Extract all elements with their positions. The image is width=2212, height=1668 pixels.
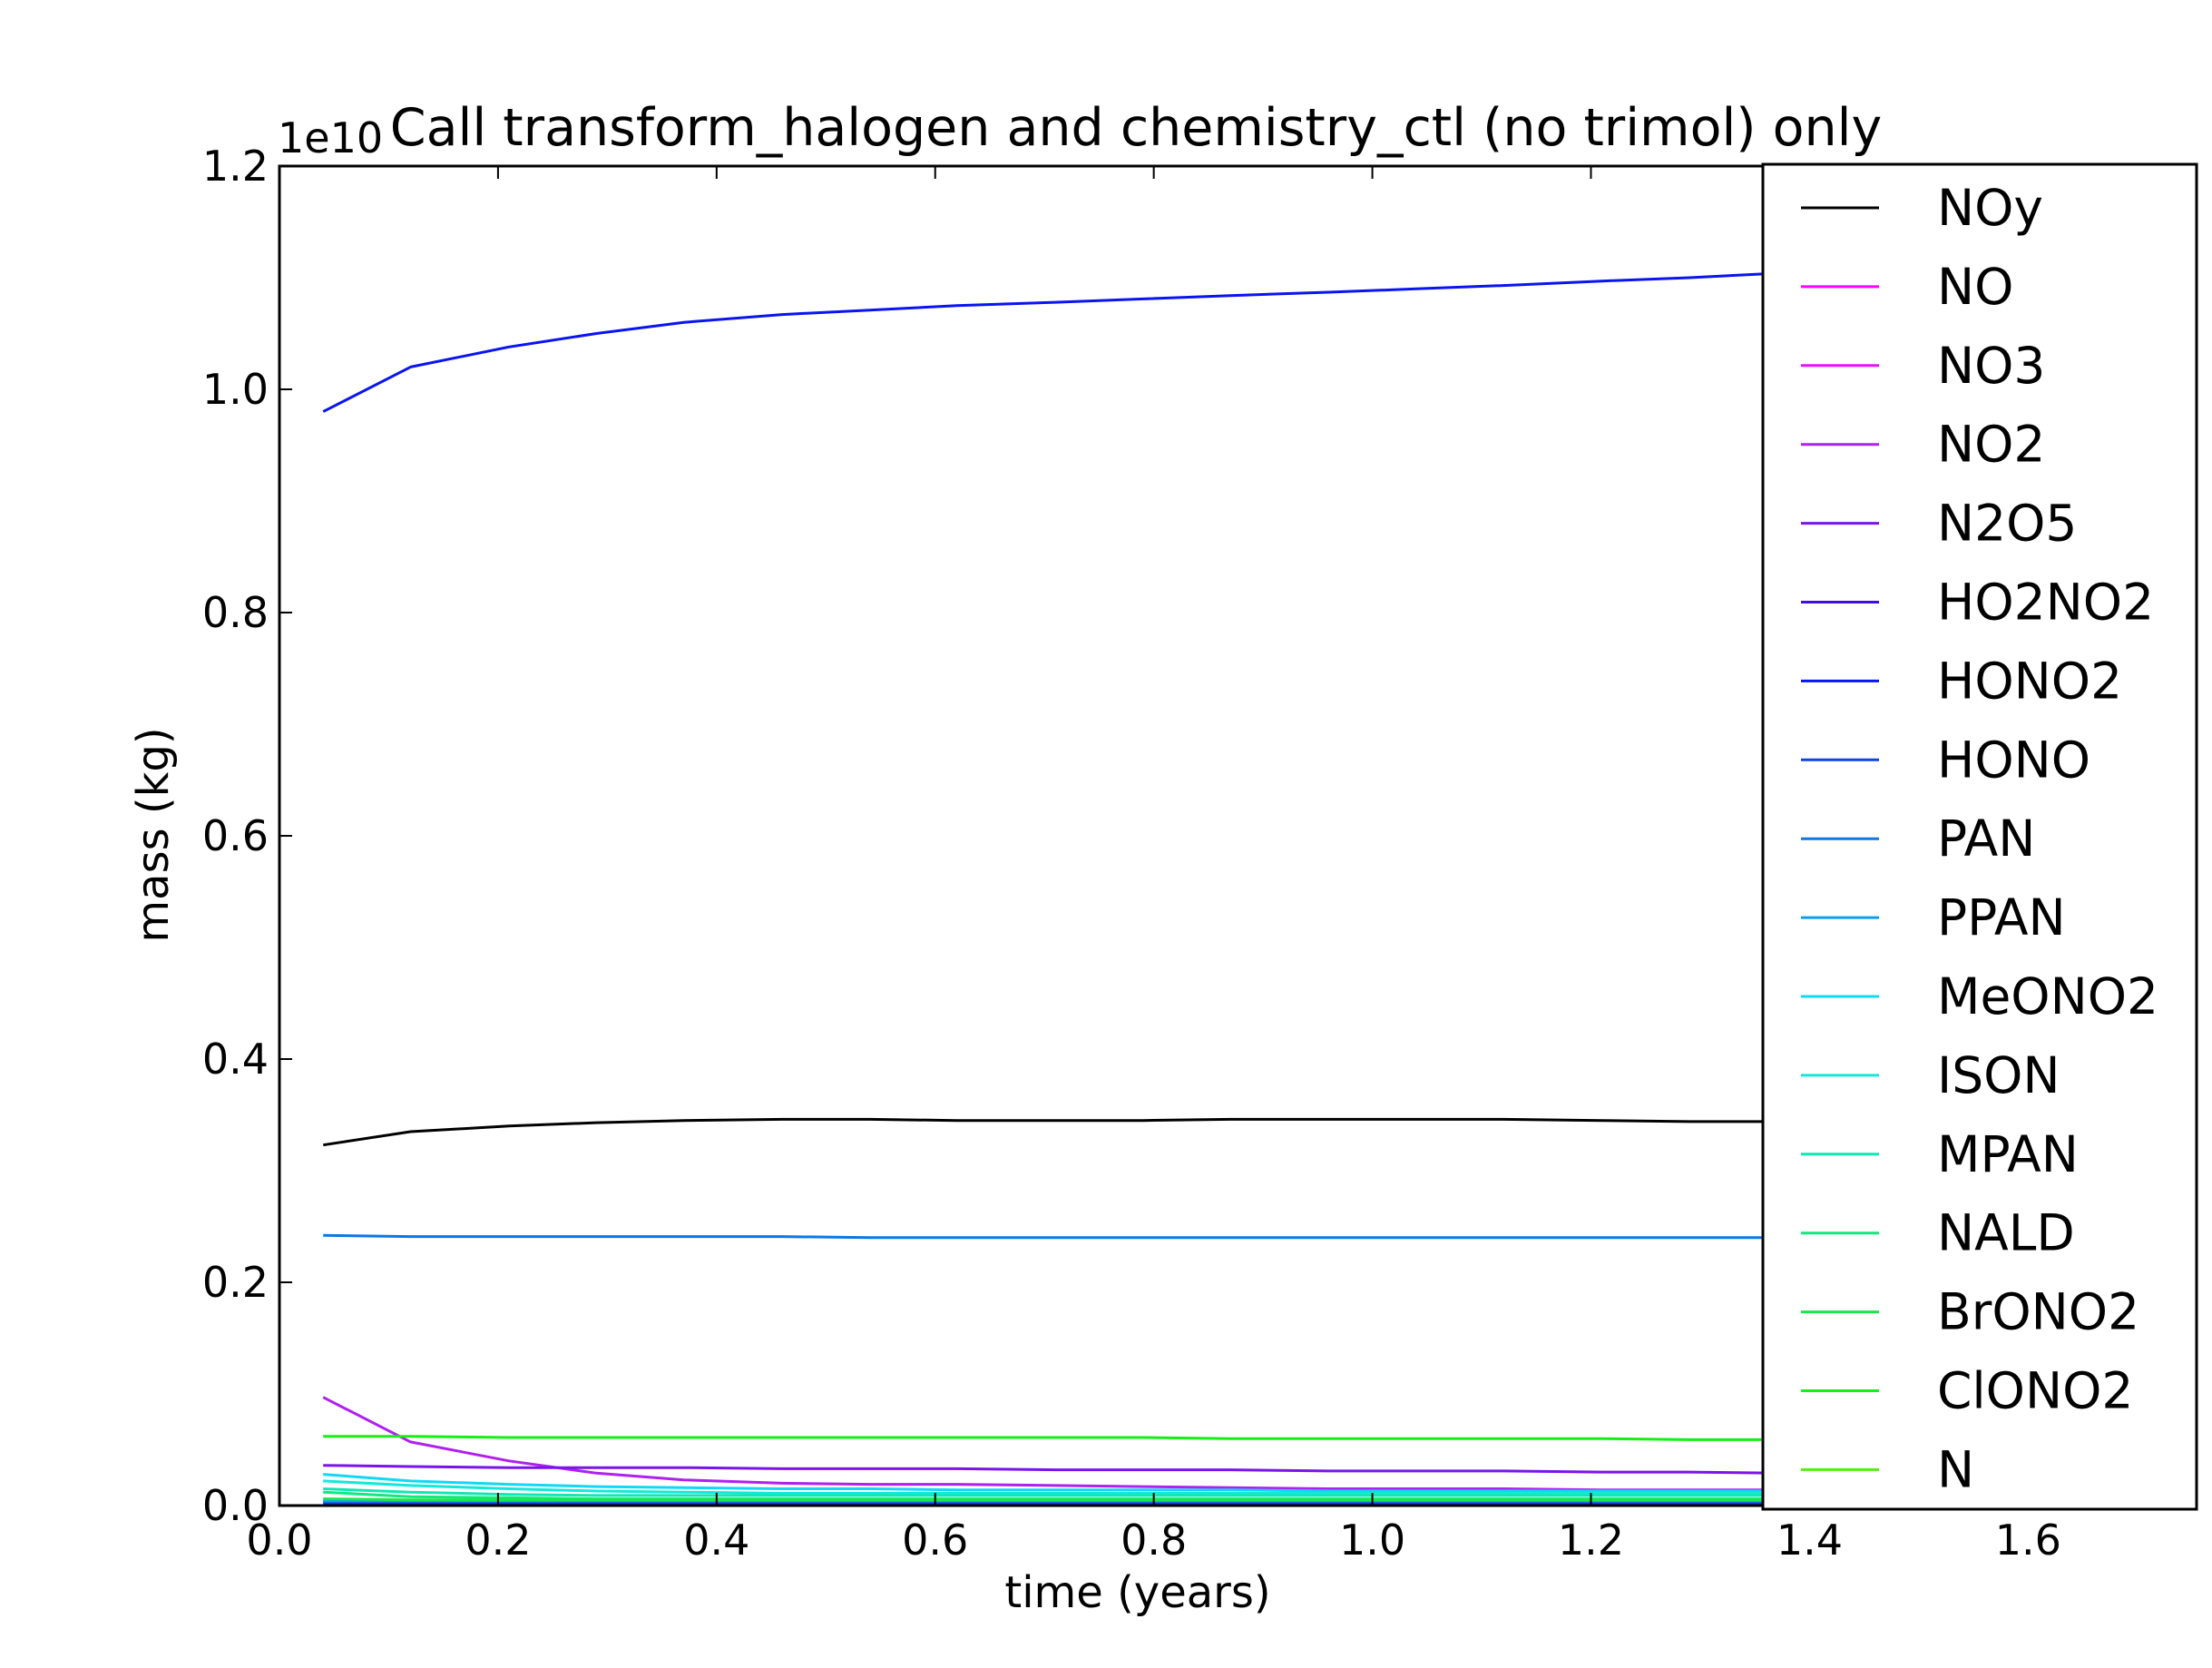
legend: NOy NO NO3 NO2 N2O5 HO2NO2 HONO2 HONO PAN PPAN MeO… bbox=[1761, 162, 2198, 1511]
x-tick-label: 1.6 bbox=[1995, 1516, 2061, 1565]
x-tick-label: 0.8 bbox=[1121, 1516, 1187, 1565]
legend-label: NOy bbox=[1937, 179, 2043, 237]
legend-item: HO2NO2 bbox=[1801, 574, 2154, 632]
x-tick-label: 1.0 bbox=[1339, 1516, 1405, 1565]
y-ticks: 0.0 0.2 0.4 0.6 0.8 1.0 1.2 bbox=[202, 142, 2192, 1530]
x-tick-label: 0.2 bbox=[465, 1516, 531, 1565]
legend-item: N bbox=[1801, 1440, 1974, 1498]
series-line-no2 bbox=[322, 1396, 1777, 1492]
series-line-mpan bbox=[323, 1487, 1777, 1497]
legend-item: NO3 bbox=[1801, 337, 2045, 395]
legend-item: MPAN bbox=[1801, 1125, 2079, 1183]
x-tick-label: 0.4 bbox=[683, 1516, 749, 1565]
legend-item: BrONO2 bbox=[1801, 1283, 2139, 1341]
series-line-hono2 bbox=[322, 271, 1777, 413]
legend-label: HO2NO2 bbox=[1937, 574, 2154, 632]
y-tick-label: 0.6 bbox=[202, 811, 269, 860]
legend-item: NOy bbox=[1801, 179, 2043, 237]
series-line-ison bbox=[323, 1479, 1777, 1495]
series-line-clono2 bbox=[323, 1435, 1777, 1441]
legend-label: HONO2 bbox=[1937, 652, 2122, 710]
legend-label: NO2 bbox=[1937, 416, 2045, 474]
legend-item: MeONO2 bbox=[1801, 967, 2158, 1025]
legend-label: ISON bbox=[1937, 1046, 2060, 1104]
legend-item: HONO bbox=[1801, 731, 2090, 789]
legend-item: NALD bbox=[1801, 1204, 2075, 1262]
y-tick-label: 0.2 bbox=[202, 1258, 269, 1307]
x-ticks: 0.0 0.2 0.4 0.6 0.8 1.0 1.2 1.4 1.6 bbox=[246, 166, 2061, 1565]
legend-items: NOy NO NO3 NO2 N2O5 HO2NO2 HONO2 HONO PAN PPAN MeO… bbox=[1801, 179, 2158, 1498]
y-offset-label: 1e10 bbox=[278, 113, 383, 162]
legend-item: HONO2 bbox=[1801, 652, 2122, 710]
legend-item: PAN bbox=[1801, 809, 2035, 868]
y-tick-label: 1.2 bbox=[202, 142, 269, 191]
series-line-pan bbox=[323, 1233, 1777, 1240]
y-tick-label: 0.0 bbox=[202, 1481, 269, 1530]
legend-label: PPAN bbox=[1937, 888, 2066, 947]
x-tick-label: 1.4 bbox=[1776, 1516, 1843, 1565]
legend-label: N bbox=[1937, 1440, 1974, 1498]
x-axis-label: time (years) bbox=[1004, 1567, 1270, 1618]
x-tick-label: 0.0 bbox=[246, 1516, 312, 1565]
legend-label: MeONO2 bbox=[1937, 967, 2158, 1025]
legend-item: ISON bbox=[1801, 1046, 2060, 1104]
y-tick-label: 0.8 bbox=[202, 588, 269, 637]
y-tick-label: 0.4 bbox=[202, 1035, 269, 1084]
legend-item: NO bbox=[1801, 258, 2013, 316]
x-tick-label: 1.2 bbox=[1558, 1516, 1624, 1565]
legend-label: HONO bbox=[1937, 731, 2090, 789]
legend-label: N2O5 bbox=[1937, 495, 2077, 553]
legend-item: PPAN bbox=[1801, 888, 2066, 947]
series-line-noy bbox=[322, 1117, 1777, 1147]
legend-label: BrONO2 bbox=[1937, 1283, 2139, 1341]
legend-label: NO bbox=[1937, 258, 2013, 316]
series-line-n2o5 bbox=[323, 1464, 1777, 1475]
legend-label: PAN bbox=[1937, 809, 2035, 868]
y-tick-label: 1.0 bbox=[202, 365, 269, 414]
legend-label: MPAN bbox=[1937, 1125, 2079, 1183]
legend-label: NO3 bbox=[1937, 337, 2045, 395]
legend-item: N2O5 bbox=[1801, 495, 2077, 553]
x-tick-label: 0.6 bbox=[902, 1516, 968, 1565]
legend-box bbox=[1761, 162, 2198, 1511]
legend-label: ClONO2 bbox=[1937, 1362, 2133, 1420]
y-axis-label: mass (kg) bbox=[128, 727, 179, 942]
legend-item: NO2 bbox=[1801, 416, 2045, 474]
series-line-brono2 bbox=[323, 1497, 1777, 1502]
chart-title: Call transform_halogen and chemistry_ctl… bbox=[390, 98, 1882, 158]
legend-label: NALD bbox=[1937, 1204, 2075, 1262]
series-line-meono2 bbox=[323, 1473, 1777, 1493]
legend-item: ClONO2 bbox=[1801, 1362, 2133, 1420]
